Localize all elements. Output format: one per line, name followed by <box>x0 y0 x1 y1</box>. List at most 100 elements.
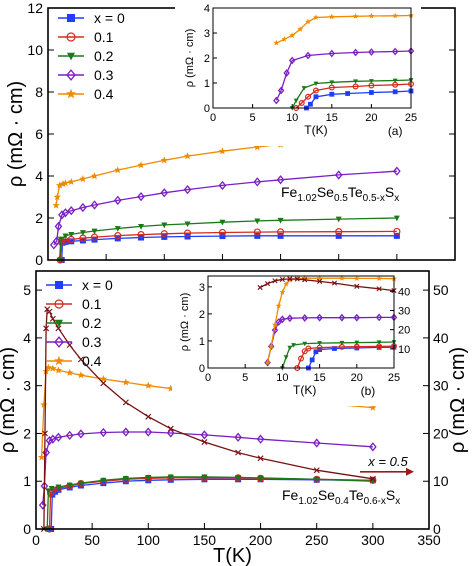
inset-a-y-tick-label: 4 <box>204 3 210 15</box>
x-tick-label: 0 <box>32 532 40 548</box>
bottom-series-line <box>42 431 373 506</box>
bottom-series-marker <box>369 403 377 411</box>
inset-b-series-marker <box>313 349 319 355</box>
top-series-marker <box>393 232 400 239</box>
top-series-marker <box>393 227 401 236</box>
bottom-panel: ρ (mΩ · cm) ρ (mΩ · cm) T(K) 05010015020… <box>0 270 469 566</box>
top-series-marker <box>161 222 168 229</box>
legend-marker <box>54 355 64 366</box>
x05-label: x = 0.5 <box>367 454 408 469</box>
inset-a-series-marker <box>345 91 351 96</box>
bottom-plot-frame <box>35 270 430 530</box>
top-series-marker <box>57 236 64 243</box>
inset-a-series-marker <box>392 12 399 19</box>
top-series-marker <box>218 228 227 237</box>
inset-a-x-label: T(K) <box>304 123 327 137</box>
inset-b-y-label: ρ (mΩ · cm) <box>179 293 191 351</box>
bottom-series <box>37 306 377 533</box>
top-formula-annotation: Fe1.02Se0.5Te0.5-xSx <box>281 184 399 204</box>
bottom-series-marker <box>122 378 130 386</box>
top-series-marker <box>114 226 121 232</box>
top-series-marker <box>55 181 64 189</box>
legend-label: 0.3 <box>82 334 102 350</box>
formula-subscript: 1.02 <box>297 193 317 204</box>
legend-label: 0.4 <box>94 86 114 102</box>
inset-a-x-tick-label: 0 <box>210 112 216 124</box>
top-series-line <box>61 235 397 261</box>
top-series-marker <box>335 232 342 239</box>
inset-b-series-marker <box>294 276 300 282</box>
bottom-series-marker <box>40 400 48 408</box>
inset-a-series-marker <box>352 48 359 57</box>
inset-b-series-line <box>281 341 395 369</box>
formula-text: Fe <box>282 487 299 503</box>
top-series-marker <box>91 228 98 235</box>
bottom-series-marker <box>200 430 209 440</box>
inset-a-y-tick-label: 3 <box>204 28 210 40</box>
bottom-series-marker <box>77 429 85 439</box>
inset-a-series-marker <box>308 101 313 107</box>
top-series-marker <box>219 219 226 226</box>
inset-b-series-marker <box>271 326 279 335</box>
x05-arrow-head <box>406 467 414 476</box>
inset-a-y-tick-label: 2 <box>204 53 210 65</box>
legend-marker <box>55 319 63 328</box>
inset-a-x-tick-label: 25 <box>405 112 417 124</box>
inset-a-y-tick-label: 1 <box>204 78 210 90</box>
bottom-series-marker <box>369 442 377 452</box>
inset-b-series-marker <box>339 275 345 281</box>
top-series-marker <box>79 230 86 236</box>
top-legend: x = 0 0.1 0.2 0.3 0.4 <box>58 10 125 102</box>
inset-b-series-marker <box>279 315 286 324</box>
x-tick-label: 200 <box>249 532 273 548</box>
top-series-marker <box>183 229 192 237</box>
inset-b-series-marker <box>275 302 282 309</box>
y2-tick-label: 50 <box>433 282 449 298</box>
bottom-series-marker <box>66 482 73 489</box>
legend-marker <box>66 88 76 99</box>
bottom-series-marker <box>312 438 321 448</box>
inset-b-series-marker <box>301 314 308 322</box>
legend-label: 0.2 <box>94 48 114 64</box>
top-series-marker <box>90 172 99 180</box>
inset-b-series-marker <box>291 343 296 348</box>
inset-a-series-marker <box>273 39 280 46</box>
legend-marker <box>66 69 76 81</box>
legend-label: 0.3 <box>94 67 114 83</box>
formula-subscript: 0.6-x <box>364 496 386 507</box>
inset-a-series-marker <box>353 79 358 84</box>
y-tick-label: 0 <box>35 252 43 268</box>
inset-b-series-marker <box>301 348 308 355</box>
formula-subscript: 1.02 <box>298 496 318 507</box>
inset-b-y2-tick-label: 30 <box>398 306 410 318</box>
inset-b-series-marker <box>376 345 382 350</box>
y-tick-label: 1 <box>23 473 31 489</box>
top-series-marker <box>276 175 285 185</box>
bottom-right-y-axis-label: ρ (mΩ · cm) <box>447 347 469 453</box>
inset-b-series-marker <box>309 357 315 363</box>
bottom-series-marker <box>313 467 320 474</box>
x-tick-label: 100 <box>137 532 161 548</box>
bottom-series-marker <box>144 381 152 389</box>
top-series-marker <box>79 202 87 213</box>
top-series-marker <box>277 232 284 239</box>
y-tick-label: 0 <box>23 521 31 537</box>
top-series-marker <box>137 161 145 169</box>
bottom-series-marker <box>77 356 84 363</box>
inset-b-series-marker <box>332 346 337 351</box>
top-series-marker <box>218 147 227 155</box>
top-series-marker <box>184 221 191 228</box>
inset-b-series-marker <box>268 343 275 349</box>
bottom-series-marker <box>145 475 152 481</box>
top-series-marker <box>253 177 262 187</box>
bottom-series-marker <box>99 427 108 438</box>
bottom-series-marker <box>257 475 264 482</box>
bottom-series-marker <box>100 477 107 484</box>
bottom-series-marker <box>55 325 62 332</box>
inset-b-series-marker <box>286 276 293 283</box>
inset-a-series-marker <box>289 32 296 38</box>
